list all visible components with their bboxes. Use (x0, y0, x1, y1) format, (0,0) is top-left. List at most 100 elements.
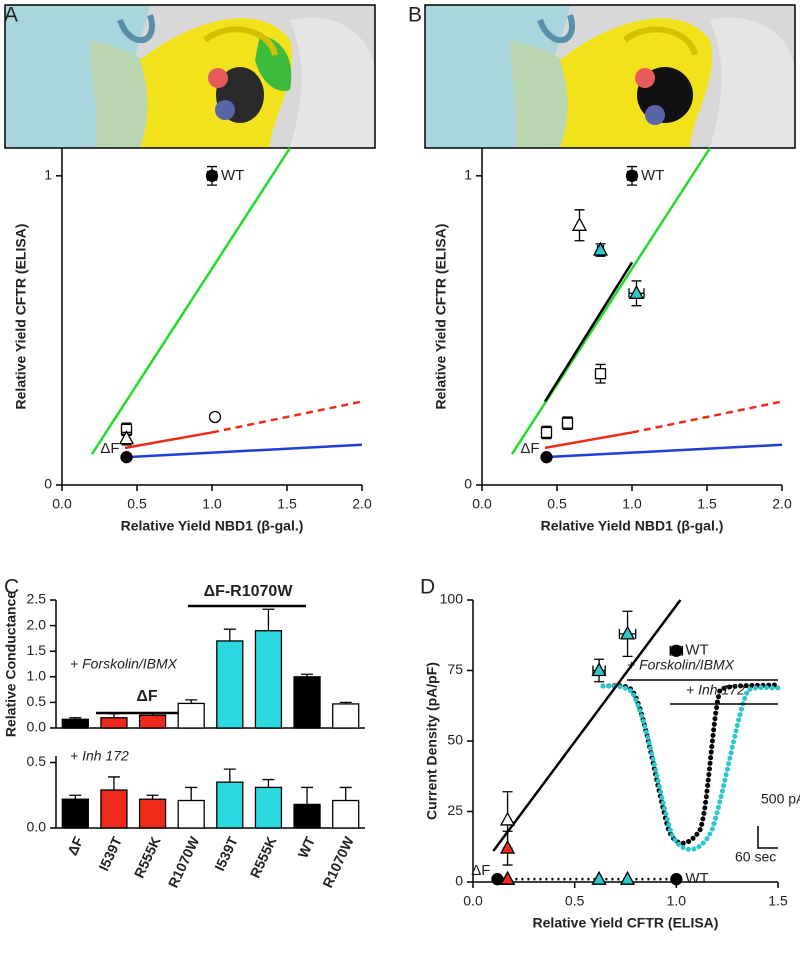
annotation: 500 pA (761, 791, 800, 807)
panel-label: D (420, 576, 435, 599)
x-tick-label: 1.5 (277, 496, 297, 512)
bar (138, 798, 167, 829)
annotation: + Inh 172 (70, 748, 129, 764)
x-tick-label: R1070W (165, 833, 203, 890)
error-bar (185, 786, 198, 801)
point (591, 870, 607, 885)
x-tick-label: 1.0 (667, 893, 687, 909)
error-bar (262, 608, 275, 631)
inset-trace (600, 682, 781, 846)
x-tick-label: 1.0 (202, 496, 222, 512)
fit-line (544, 431, 633, 450)
y-tick-label: 25 (447, 802, 463, 818)
x-axis-label: Relative Yield CFTR (ELISA) (533, 915, 719, 931)
x-tick-label: WT (294, 834, 318, 861)
fit-line (90, 147, 292, 455)
point (120, 451, 133, 464)
y-tick-label: 1.0 (27, 668, 47, 684)
image-frame (4, 4, 376, 149)
error-bar (69, 794, 82, 800)
y-tick-label: 0 (44, 476, 52, 492)
bar (100, 789, 128, 829)
fit-line (510, 147, 712, 455)
error-bar (262, 778, 275, 788)
point-label: ΔF (471, 862, 490, 879)
point (499, 870, 516, 885)
bar (216, 640, 244, 729)
x-tick-label: R555K (131, 834, 164, 880)
fit-line (544, 443, 783, 459)
y-axis-label: Current Density (pA/pF) (424, 662, 440, 820)
point-label: WT (685, 870, 708, 887)
fit-line (211, 400, 363, 434)
fit-line (492, 599, 682, 852)
bar (254, 786, 283, 829)
point (499, 811, 516, 826)
y-tick-label: 0.0 (27, 719, 47, 735)
error-bar (339, 786, 352, 801)
x-tick-label: 0.5 (565, 893, 585, 909)
point (625, 169, 639, 182)
x-axis-label: Relative Yield NBD1 (β-gal.) (121, 518, 304, 534)
point (561, 417, 574, 429)
bar (216, 781, 244, 829)
x-tick-label: 1.0 (622, 496, 642, 512)
bar (61, 798, 89, 829)
x-tick-label: 0.5 (127, 496, 147, 512)
x-tick-label: 0.0 (52, 496, 72, 512)
y-tick-label: 0 (455, 873, 463, 889)
x-tick-label: 1.5 (697, 496, 717, 512)
x-tick-label: I539T (211, 834, 241, 874)
point (499, 839, 516, 854)
error-bar (223, 628, 236, 641)
y-tick-label: 50 (447, 732, 463, 748)
bar (177, 799, 205, 829)
scale-bar (757, 826, 778, 849)
inset-trace (600, 683, 781, 852)
point (670, 644, 683, 657)
x-tick-label: 0.0 (463, 893, 483, 909)
y-tick-label: 2.0 (27, 616, 47, 632)
structure-image (425, 5, 795, 148)
error-bar (107, 713, 120, 718)
point (118, 430, 135, 445)
bar (293, 676, 321, 729)
bar (293, 803, 321, 829)
point (205, 169, 219, 182)
panel-label: C (4, 576, 19, 599)
point (592, 241, 609, 256)
point (491, 873, 504, 886)
point-label: ΔF (100, 440, 119, 457)
point (591, 662, 607, 677)
bar (100, 717, 128, 729)
y-tick-label: 0 (464, 476, 472, 492)
annotation: + Forskolin/IBMX (627, 657, 735, 673)
point (540, 426, 553, 439)
bar (332, 799, 360, 829)
point (628, 284, 645, 299)
x-tick-label: 0.5 (547, 496, 567, 512)
fit-line (124, 431, 213, 450)
point-label: WT (641, 167, 664, 184)
point (571, 216, 588, 231)
bar (254, 630, 283, 729)
annotation: 60 sec (735, 849, 776, 865)
y-axis-label: Relative Conductance (3, 591, 19, 737)
x-tick-label: ΔF (64, 834, 87, 858)
y-tick-label: 2.5 (27, 591, 47, 607)
fit-line (631, 400, 783, 434)
y-tick-label: 100 (440, 591, 464, 607)
y-tick-label: 0.5 (27, 693, 47, 709)
point-label: WT (221, 167, 244, 184)
x-tick-label: 2.0 (772, 496, 792, 512)
y-tick-label: 0.0 (27, 819, 47, 835)
error-bar (301, 786, 314, 805)
annotation: ΔF (136, 688, 158, 705)
image-frame (424, 4, 796, 149)
point (208, 410, 222, 424)
x-tick-label: 0.0 (472, 496, 492, 512)
point (594, 368, 607, 380)
panel-label: A (4, 4, 18, 27)
x-tick-label: R1070W (319, 833, 357, 890)
